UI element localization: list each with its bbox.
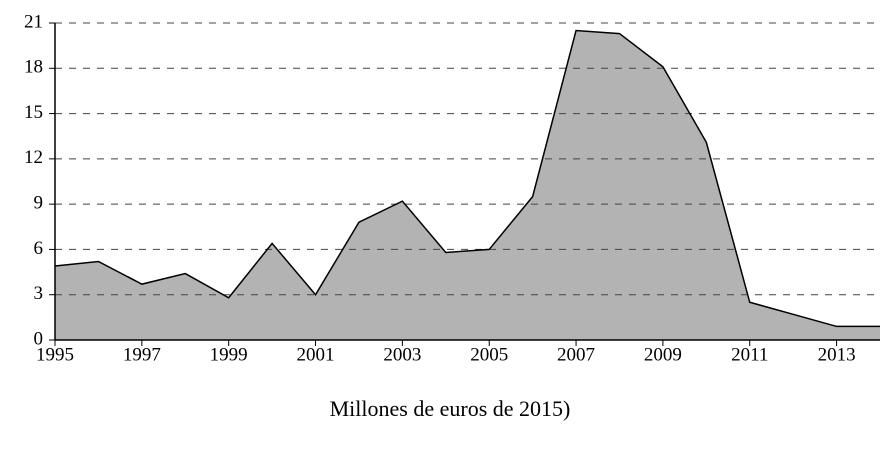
x-tick-label: 2011 — [731, 344, 768, 365]
x-tick-label: 2003 — [383, 344, 421, 365]
x-tick-label: 2013 — [818, 344, 856, 365]
y-tick-label: 9 — [34, 193, 44, 214]
x-tick-label: 2009 — [644, 344, 682, 365]
y-tick-label: 12 — [24, 147, 43, 168]
area — [55, 30, 880, 341]
x-tick-label: 1999 — [210, 344, 248, 365]
y-tick-label: 6 — [34, 238, 44, 259]
x-tick-label: 2007 — [557, 344, 595, 365]
y-tick-label: 3 — [34, 283, 44, 304]
x-tick-label: 1995 — [36, 344, 74, 365]
y-tick-label: 21 — [24, 11, 43, 32]
x-axis-title: Millones de euros de 2015) — [330, 396, 571, 421]
x-tick-label: 2005 — [470, 344, 508, 365]
y-tick-label: 0 — [34, 328, 44, 349]
x-tick-label: 2001 — [297, 344, 335, 365]
y-tick-label: 18 — [24, 57, 43, 78]
y-tick-label: 15 — [24, 102, 43, 123]
line — [54, 29, 880, 328]
x-tick-label: 1997 — [123, 344, 161, 365]
